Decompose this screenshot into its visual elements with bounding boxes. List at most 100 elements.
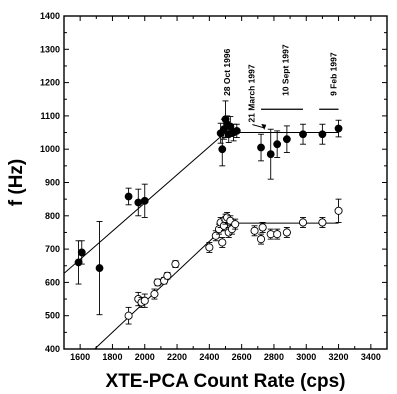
open-data-point: [273, 228, 282, 240]
annotation-label: 21 March 1997: [246, 64, 256, 122]
filled-data-point: [77, 240, 86, 265]
open-data-point: [124, 306, 133, 325]
y-tick-label: 1100: [40, 111, 60, 121]
x-tick-label: 2400: [199, 352, 219, 362]
open-data-point: [171, 260, 180, 269]
marker: [218, 238, 227, 247]
x-tick-label: 1800: [102, 352, 122, 362]
marker: [205, 243, 214, 252]
open-data-point: [334, 198, 343, 223]
x-tick-label: 2800: [264, 352, 284, 362]
axes: 1600 1800 2000 2200 2400 2600 2800 3000 3200 3400…: [40, 11, 388, 362]
annotation-arrow: [252, 124, 265, 129]
marker: [150, 290, 159, 299]
marker: [334, 206, 343, 215]
filled-data-point: [334, 119, 343, 138]
x-tick-label: 2600: [232, 352, 252, 362]
open-data-point: [258, 222, 267, 233]
marker: [163, 271, 172, 280]
marker: [95, 264, 104, 272]
data-points: [74, 100, 343, 325]
marker: [140, 296, 149, 305]
open-data-point: [218, 236, 227, 248]
y-tick-label: 800: [45, 211, 60, 221]
filled-data-point: [74, 240, 83, 285]
filled-data-point: [266, 128, 275, 180]
marker: [74, 258, 83, 267]
filled-data-point: [232, 123, 241, 138]
open-data-point: [163, 271, 172, 280]
marker: [258, 223, 267, 232]
x-axis-label: XTE-PCA Count Rate (cps): [106, 371, 346, 392]
y-tick-label: 1200: [40, 78, 60, 88]
marker: [171, 260, 180, 269]
y-tick-label: 1300: [40, 44, 60, 54]
open-data-point: [282, 227, 291, 238]
marker: [124, 311, 133, 320]
open-data-point: [318, 217, 327, 228]
marker: [266, 150, 275, 159]
open-data-point: [231, 218, 240, 230]
marker: [256, 235, 266, 244]
marker: [140, 196, 149, 205]
annotation-label: 9 Feb 1997: [329, 52, 339, 96]
filled-data-point: [257, 133, 265, 162]
marker: [219, 221, 228, 230]
y-tick-label: 500: [45, 311, 60, 321]
y-tick-label: 600: [45, 277, 60, 287]
marker: [211, 231, 220, 240]
y-axis-label: f (Hz): [6, 159, 27, 206]
marker: [231, 220, 240, 229]
marker: [257, 143, 265, 152]
filled-data-point: [134, 188, 143, 217]
annotation-label: 10 Sept 1997: [280, 44, 290, 96]
open-data-point: [205, 241, 214, 253]
marker: [282, 135, 291, 144]
marker: [273, 230, 282, 239]
marker: [232, 126, 241, 135]
x-tick-label: 2000: [135, 352, 155, 362]
marker: [250, 226, 259, 235]
y-tick-label: 700: [45, 244, 60, 254]
filled-data-point: [140, 183, 149, 218]
marker: [218, 145, 227, 154]
open-data-point: [150, 288, 159, 300]
filled-data-point: [95, 221, 104, 316]
x-tick-label: 3200: [329, 352, 349, 362]
marker: [298, 218, 308, 227]
marker: [273, 140, 282, 149]
marker: [124, 192, 133, 201]
open-data-point: [140, 293, 149, 308]
marker: [77, 248, 86, 257]
open-data-point: [266, 228, 275, 240]
filled-data-point: [282, 125, 291, 153]
annotation-arrowhead: [261, 123, 267, 130]
filled-data-point: [124, 187, 133, 206]
y-tick-label: 900: [45, 178, 60, 188]
x-tick-label: 3400: [361, 352, 381, 362]
marker: [282, 228, 291, 237]
open-data-point: [298, 217, 308, 228]
filled-data-point: [273, 130, 282, 158]
open-data-point: [256, 233, 266, 245]
marker: [318, 218, 327, 227]
y-tick-label: 1400: [40, 11, 60, 21]
y-tick-label: 1000: [40, 144, 60, 154]
annotation-label: 28 Oct 1996: [222, 48, 232, 96]
filled-data-point: [218, 132, 227, 167]
x-tick-label: 1600: [70, 352, 90, 362]
open-data-point: [250, 225, 259, 237]
filled-data-point: [299, 123, 307, 145]
y-tick-label: 400: [45, 344, 60, 354]
marker: [318, 130, 327, 139]
marker: [299, 130, 307, 139]
x-tick-label: 2200: [167, 352, 187, 362]
fit-line: [94, 222, 230, 349]
x-tick-label: 3000: [296, 352, 316, 362]
annotations: 28 Oct 1996 21 March 1997 10 Sept 1997 9 Fe…: [222, 44, 339, 130]
filled-data-point: [318, 123, 327, 145]
marker: [134, 198, 143, 207]
marker: [334, 124, 343, 133]
fit-lines: [64, 132, 339, 349]
